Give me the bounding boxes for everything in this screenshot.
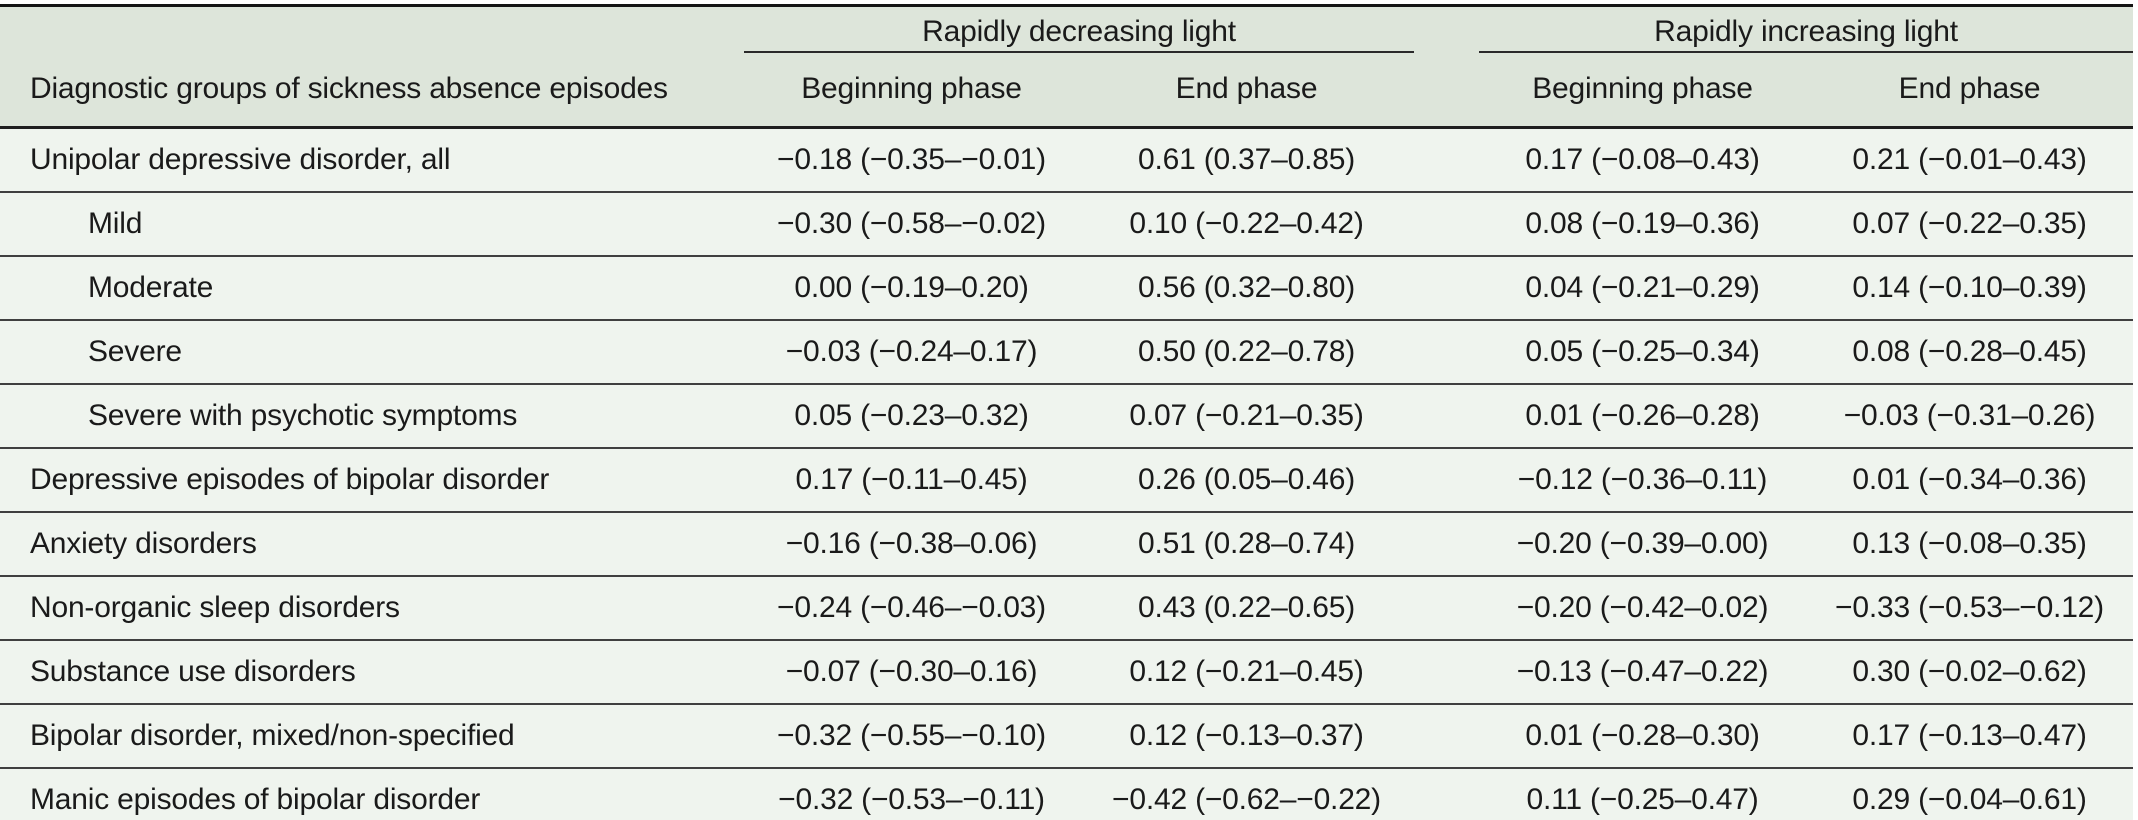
estimate-cell: 0.01 (−0.28–0.30) (1479, 704, 1806, 769)
estimate-cell: −0.30 (−0.58–−0.02) (744, 192, 1079, 257)
row-label: Substance use disorders (0, 640, 744, 705)
header-spacer (1414, 5, 1479, 129)
estimate-cell: 0.12 (−0.13–0.37) (1079, 704, 1414, 769)
estimate-cell: 0.17 (−0.13–0.47) (1806, 704, 2134, 769)
estimate-cell: 0.14 (−0.10–0.39) (1806, 256, 2134, 321)
estimate-cell: −0.32 (−0.55–−0.10) (744, 704, 1079, 769)
estimate-cell: 0.56 (0.32–0.80) (1079, 256, 1414, 321)
row-label: Anxiety disorders (0, 512, 744, 577)
estimate-cell: −0.18 (−0.35–−0.01) (744, 127, 1079, 193)
estimate-cell: −0.20 (−0.42–0.02) (1479, 576, 1806, 641)
gap-cell (1414, 384, 1479, 449)
column-header-decreasing-end-phase: End phase (1079, 51, 1414, 129)
estimate-cell: 0.43 (0.22–0.65) (1079, 576, 1414, 641)
row-label: Manic episodes of bipolar disorder (0, 768, 744, 820)
estimate-cell: 0.30 (−0.02–0.62) (1806, 640, 2134, 705)
estimate-cell: 0.10 (−0.22–0.42) (1079, 192, 1414, 257)
sickness-absence-results-table: Diagnostic groups of sickness absence ep… (0, 4, 2134, 820)
estimate-cell: −0.42 (−0.62–−0.22) (1079, 768, 1414, 820)
estimate-cell: 0.26 (0.05–0.46) (1079, 448, 1414, 513)
estimate-cell: −0.03 (−0.31–0.26) (1806, 384, 2134, 449)
estimate-cell: 0.01 (−0.34–0.36) (1806, 448, 2134, 513)
estimate-cell: −0.12 (−0.36–0.11) (1479, 448, 1806, 513)
gap-cell (1414, 640, 1479, 705)
gap-cell (1414, 704, 1479, 769)
group-header-rapidly-decreasing-light: Rapidly decreasing light (744, 5, 1414, 53)
estimate-cell: 0.04 (−0.21–0.29) (1479, 256, 1806, 321)
estimate-cell: −0.33 (−0.53–−0.12) (1806, 576, 2134, 641)
estimate-cell: 0.21 (−0.01–0.43) (1806, 127, 2134, 193)
estimate-cell: 0.51 (0.28–0.74) (1079, 512, 1414, 577)
gap-cell (1414, 192, 1479, 257)
row-label: Mild (0, 192, 744, 257)
column-header-diagnostic-groups: Diagnostic groups of sickness absence ep… (0, 5, 744, 129)
table-row: Moderate 0.00 (−0.19–0.20) 0.56 (0.32–0.… (0, 256, 2134, 321)
estimate-cell: 0.50 (0.22–0.78) (1079, 320, 1414, 385)
estimate-cell: −0.16 (−0.38–0.06) (744, 512, 1079, 577)
table-row: Anxiety disorders −0.16 (−0.38–0.06) 0.5… (0, 512, 2134, 577)
estimate-cell: 0.17 (−0.11–0.45) (744, 448, 1079, 513)
row-label: Severe (0, 320, 744, 385)
row-label: Moderate (0, 256, 744, 321)
estimate-cell: −0.03 (−0.24–0.17) (744, 320, 1079, 385)
row-label: Bipolar disorder, mixed/non-specified (0, 704, 744, 769)
estimate-cell: 0.17 (−0.08–0.43) (1479, 127, 1806, 193)
estimate-cell: −0.13 (−0.47–0.22) (1479, 640, 1806, 705)
estimate-cell: −0.20 (−0.39–0.00) (1479, 512, 1806, 577)
estimate-cell: 0.07 (−0.21–0.35) (1079, 384, 1414, 449)
estimate-cell: 0.08 (−0.19–0.36) (1479, 192, 1806, 257)
column-header-decreasing-beginning-phase: Beginning phase (744, 51, 1079, 129)
gap-cell (1414, 256, 1479, 321)
estimate-cell: 0.29 (−0.04–0.61) (1806, 768, 2134, 820)
row-label: Severe with psychotic symptoms (0, 384, 744, 449)
gap-cell (1414, 127, 1479, 193)
group-header-row: Diagnostic groups of sickness absence ep… (0, 5, 2134, 129)
gap-cell (1414, 512, 1479, 577)
estimate-cell: 0.08 (−0.28–0.45) (1806, 320, 2134, 385)
estimate-cell: −0.07 (−0.30–0.16) (744, 640, 1079, 705)
gap-cell (1414, 448, 1479, 513)
estimate-cell: 0.12 (−0.21–0.45) (1079, 640, 1414, 705)
table-row: Severe with psychotic symptoms 0.05 (−0.… (0, 384, 2134, 449)
estimate-cell: −0.24 (−0.46–−0.03) (744, 576, 1079, 641)
estimate-cell: −0.32 (−0.53–−0.11) (744, 768, 1079, 820)
estimate-cell: 0.05 (−0.23–0.32) (744, 384, 1079, 449)
table-row: Mild −0.30 (−0.58–−0.02) 0.10 (−0.22–0.4… (0, 192, 2134, 257)
estimate-cell: 0.61 (0.37–0.85) (1079, 127, 1414, 193)
estimate-cell: 0.11 (−0.25–0.47) (1479, 768, 1806, 820)
group-header-rapidly-increasing-light: Rapidly increasing light (1479, 5, 2134, 53)
table-row: Manic episodes of bipolar disorder −0.32… (0, 768, 2134, 820)
row-label: Unipolar depressive disorder, all (0, 127, 744, 193)
table-row: Unipolar depressive disorder, all −0.18 … (0, 127, 2134, 193)
phase-header-row: Beginning phase End phase Beginning phas… (0, 51, 2134, 129)
table-row: Severe −0.03 (−0.24–0.17) 0.50 (0.22–0.7… (0, 320, 2134, 385)
row-label: Depressive episodes of bipolar disorder (0, 448, 744, 513)
table-row: Substance use disorders −0.07 (−0.30–0.1… (0, 640, 2134, 705)
gap-cell (1414, 320, 1479, 385)
table-row: Depressive episodes of bipolar disorder … (0, 448, 2134, 513)
estimate-cell: 0.00 (−0.19–0.20) (744, 256, 1079, 321)
table-row: Non-organic sleep disorders −0.24 (−0.46… (0, 576, 2134, 641)
estimate-cell: 0.07 (−0.22–0.35) (1806, 192, 2134, 257)
table-row: Bipolar disorder, mixed/non-specified −0… (0, 704, 2134, 769)
estimate-cell: 0.13 (−0.08–0.35) (1806, 512, 2134, 577)
gap-cell (1414, 768, 1479, 820)
column-header-increasing-end-phase: End phase (1806, 51, 2134, 129)
estimate-cell: 0.01 (−0.26–0.28) (1479, 384, 1806, 449)
column-header-increasing-beginning-phase: Beginning phase (1479, 51, 1806, 129)
estimate-cell: 0.05 (−0.25–0.34) (1479, 320, 1806, 385)
results-table-container: Diagnostic groups of sickness absence ep… (0, 4, 2134, 820)
row-label: Non-organic sleep disorders (0, 576, 744, 641)
gap-cell (1414, 576, 1479, 641)
